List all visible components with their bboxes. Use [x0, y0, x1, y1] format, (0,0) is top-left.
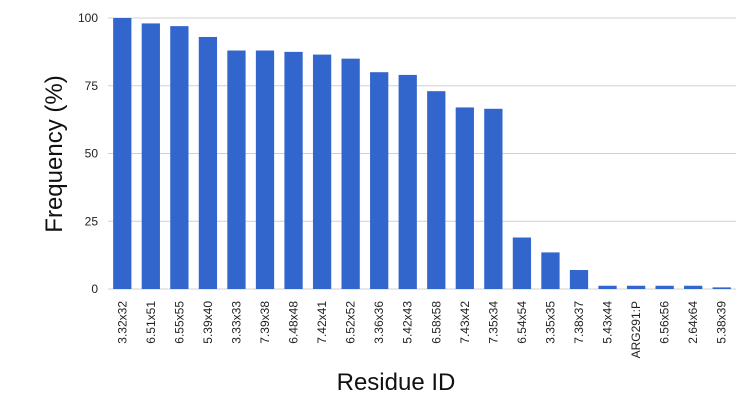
bar-5.39x40	[198, 36, 218, 289]
bar-ARG291:P	[626, 285, 646, 289]
bar-6.58x58	[427, 91, 446, 289]
x-tick-label: 6.58x58	[429, 301, 443, 344]
x-tick-label: 7.43x42	[458, 301, 472, 344]
bar-7.39x38	[255, 50, 275, 289]
bar-6.56x56	[655, 285, 674, 289]
x-tick-label: 7.42x41	[315, 301, 329, 344]
bar-6.52x52	[341, 58, 360, 290]
bar-6.51x51	[141, 23, 160, 289]
bar-3.32x32	[113, 18, 132, 289]
x-tick-label: 3.35x35	[543, 301, 557, 344]
bar-7.38x37	[569, 270, 589, 289]
x-tick-label: 7.35x34	[486, 301, 500, 344]
x-axis-title: Residue ID	[337, 369, 456, 396]
y-axis-title: Frequency (%)	[41, 75, 68, 232]
bar-7.43x42	[455, 107, 474, 290]
x-tick-label: ARG291:P	[629, 301, 643, 358]
x-tick-label: 7.38x37	[572, 301, 586, 344]
x-tick-label: 3.33x33	[229, 301, 243, 344]
bar-3.33x33	[227, 50, 246, 289]
bar-6.55x55	[170, 26, 189, 289]
bar-5.42x43	[398, 74, 417, 289]
y-tick-label: 100	[78, 11, 98, 25]
x-tick-label: 5.42x43	[401, 301, 415, 344]
y-tick-label: 50	[85, 147, 99, 161]
y-tick-label: 25	[85, 214, 99, 228]
x-tick-label: 2.64x64	[686, 301, 700, 344]
bar-6.54x54	[512, 237, 532, 289]
x-tick-label: 3.36x36	[372, 301, 386, 344]
bar-2.64x64	[684, 285, 703, 289]
y-tick-label: 0	[91, 282, 98, 296]
x-tick-label: 6.56x56	[658, 301, 672, 344]
x-tick-label: 5.43x44	[601, 301, 615, 344]
bar-7.35x34	[484, 108, 503, 289]
y-tick-label: 75	[85, 79, 99, 93]
bar-6.48x48	[284, 51, 303, 289]
x-tick-label: 6.54x54	[515, 301, 529, 344]
x-tick-label: 6.52x52	[344, 301, 358, 344]
bar-5.43x44	[598, 285, 617, 289]
y-axis-ticks: 0 25 50 75 100	[78, 11, 98, 296]
bar-3.35x35	[541, 252, 560, 289]
x-tick-label: 5.38x39	[715, 301, 729, 344]
x-tick-label: 6.55x55	[172, 301, 186, 344]
x-tick-label: 5.39x40	[201, 301, 215, 344]
bars	[113, 18, 731, 290]
x-tick-label: 7.39x38	[258, 301, 272, 344]
bar-7.42x41	[312, 54, 332, 290]
x-tick-label: 3.32x32	[115, 301, 129, 344]
bar-3.36x36	[370, 72, 389, 289]
x-axis-ticks: 3.32x32 6.51x51 6.55x55 5.39x40 3.33x33 7.39x…	[115, 301, 728, 359]
x-tick-label: 6.51x51	[144, 301, 158, 344]
bar-5.38x39	[712, 287, 731, 289]
x-tick-label: 6.48x48	[287, 301, 301, 344]
